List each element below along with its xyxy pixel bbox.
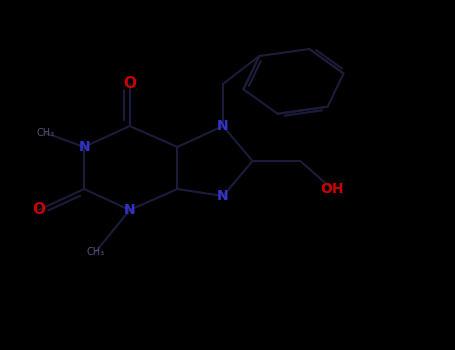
Text: CH₃: CH₃ (86, 247, 105, 257)
Text: O: O (32, 203, 45, 217)
Text: CH₃: CH₃ (36, 128, 55, 138)
Text: N: N (217, 119, 229, 133)
Text: O: O (123, 77, 136, 91)
Text: N: N (78, 140, 90, 154)
Text: N: N (124, 203, 136, 217)
Text: OH: OH (320, 182, 344, 196)
Text: N: N (217, 189, 229, 203)
